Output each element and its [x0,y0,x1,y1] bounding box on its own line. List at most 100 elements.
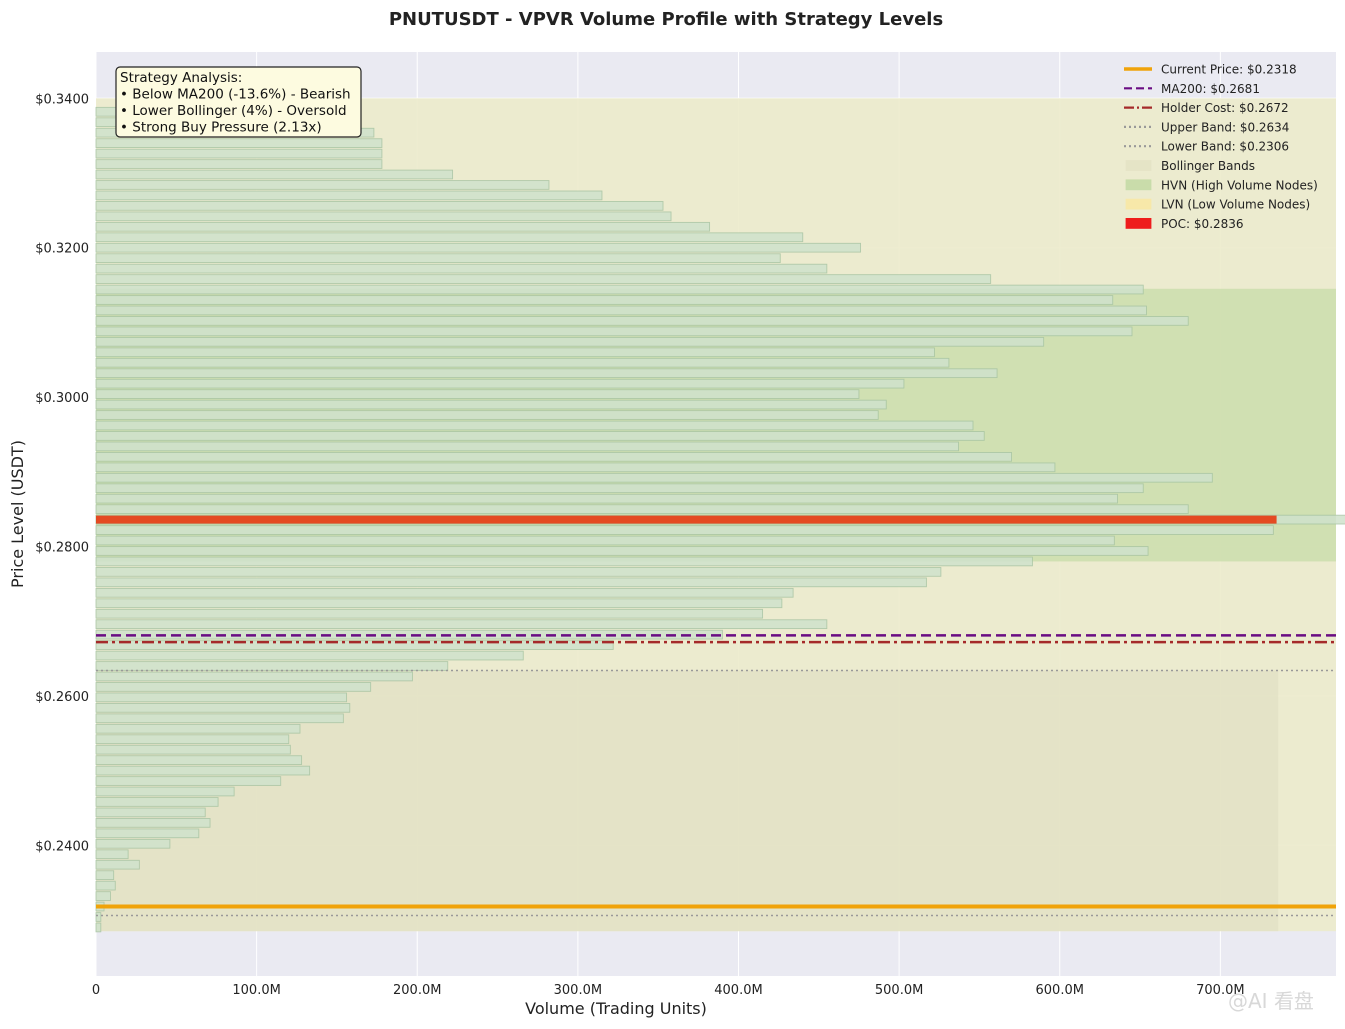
volume-bar [95,138,383,148]
volume-bar [95,546,1149,556]
volume-bar [95,410,879,420]
volume-bar [95,242,862,253]
volume-bar [95,859,140,870]
x-tick-label: 300.0M [554,983,602,998]
volume-bar [95,462,1056,473]
volume-bar [95,431,985,441]
volume-bar [95,190,603,201]
volume-bar [95,169,454,180]
x-tick-label: 200.0M [393,983,441,998]
strategy-annotation-line: • Below MA200 (-13.6%) - Bearish [120,87,351,103]
volume-bar [95,389,860,399]
legend-label: Upper Band: $0.2634 [1161,120,1289,134]
volume-bar [95,891,111,901]
volume-bar [95,650,524,661]
volume-bar [95,755,303,765]
x-tick-label: 100.0M [232,983,280,998]
strategy-annotation-line: • Strong Buy Pressure (2.13x) [120,120,322,136]
volume-bar [95,452,1012,462]
volume-bar [95,201,664,211]
y-tick-label: $0.2400 [35,839,89,854]
volume-bar [95,211,672,222]
volume-bar [95,870,115,881]
volume-bar [95,713,344,724]
y-tick-label: $0.3200 [35,242,89,257]
volume-bar [95,608,764,619]
volume-bar [95,347,935,358]
volume-bar [95,598,783,609]
volume-bar [95,357,950,368]
volume-bar [95,399,887,410]
legend-patch-swatch [1125,198,1152,210]
volume-bar [95,535,1115,546]
y-tick-label: $0.3400 [35,92,89,107]
x-tick-label: 600.0M [1036,983,1084,998]
volume-bar [95,807,206,818]
strategy-annotation-line: • Lower Bollinger (4%) - Oversold [120,103,347,119]
volume-bar [95,671,413,682]
volume-bar [95,420,974,431]
volume-bar [95,692,348,703]
y-tick-label: $0.2600 [35,690,89,705]
chart-title: PNUTUSDT - VPVR Volume Profile with Stra… [389,9,943,30]
volume-bar [95,326,1133,337]
volume-bar [95,702,351,713]
legend-label: MA200: $0.2681 [1161,82,1260,96]
legend-label: POC: $0.2836 [1161,217,1244,231]
legend-label: HVN (High Volume Nodes) [1161,178,1318,192]
volume-bar [95,253,781,264]
legend-patch-swatch [1125,160,1152,171]
y-tick-label: $0.3000 [35,391,89,406]
volume-bar [95,577,927,588]
volume-bar [95,493,1119,504]
volume-bar [95,922,102,933]
volume-bar [95,284,1144,295]
volume-bar [95,295,1114,305]
volume-bar [95,263,828,274]
volume-bar [95,221,711,232]
legend-label: Current Price: $0.2318 [1161,63,1297,77]
volume-bar [95,483,1144,494]
x-tick-label: 400.0M [714,983,762,998]
legend-label: Bollinger Bands [1161,159,1255,173]
volume-bar [95,661,449,671]
volume-bar [95,504,1189,514]
volume-bar [95,723,301,734]
x-axis-label: Volume (Trading Units) [525,999,707,1018]
volume-bar [95,232,804,243]
volume-bar [95,274,992,284]
volume-bar [95,734,290,745]
legend-patch-swatch [1125,179,1152,191]
volume-bar [95,180,550,190]
volume-bar [95,472,1213,483]
legend-label: LVN (Low Volume Nodes) [1161,198,1310,212]
volume-bar [95,640,614,650]
volume-bar [95,148,383,159]
volume-bar [95,368,998,379]
volume-bar [95,797,219,807]
volume-bar [95,441,959,452]
volume-bar [95,336,1045,347]
volume-bar [95,587,794,598]
legend-label: Holder Cost: $0.2672 [1161,101,1289,115]
legend-label: Lower Band: $0.2306 [1161,140,1289,154]
strategy-annotation-box [115,66,362,138]
volume-bar [95,525,1274,535]
volume-bar [95,880,116,891]
volume-bar [95,378,905,389]
volume-bar [95,744,291,755]
volume-bar [95,619,828,630]
volume-bar [95,567,942,577]
volume-bar [95,305,1147,316]
x-tick-label: 700.0M [1196,983,1244,998]
volume-bar [95,316,1189,326]
y-axis-label: Price Level (USDT) [8,440,27,588]
x-tick-label: 500.0M [875,983,923,998]
volume-bar [95,828,200,839]
volume-bar [95,786,235,797]
watermark-text: @AI 看盘 [1228,989,1314,1013]
volume-bar [95,818,211,828]
y-tick-label: $0.2800 [35,540,89,555]
volume-bar [95,776,282,786]
volume-bar [95,838,171,849]
